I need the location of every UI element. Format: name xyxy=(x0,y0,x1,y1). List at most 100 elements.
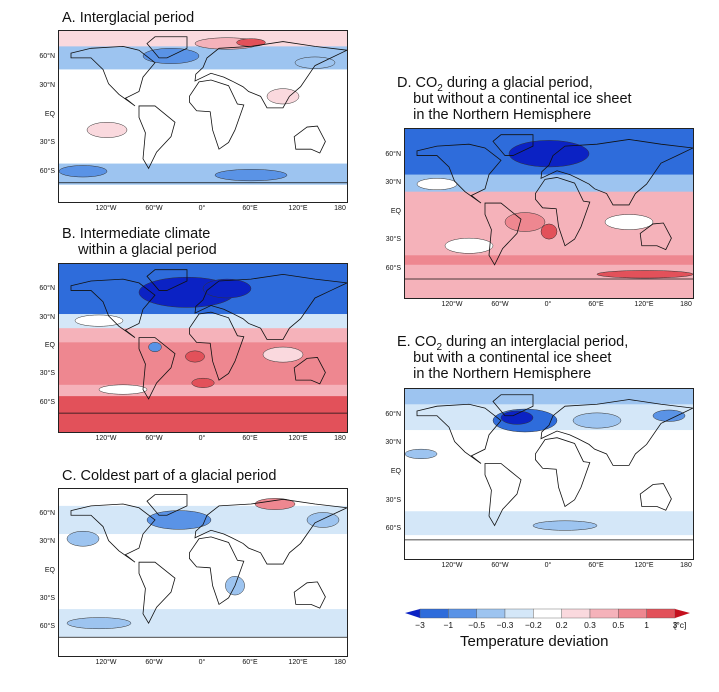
subscript: 2 xyxy=(436,341,443,353)
lat-label: 60°S xyxy=(39,398,55,406)
shading-region xyxy=(500,410,534,425)
coastline xyxy=(70,45,156,107)
panel-title: B. Intermediate climate within a glacial… xyxy=(62,226,217,258)
shading-region xyxy=(214,169,288,182)
title-line: E. CO2 during an interglacial period, xyxy=(397,334,628,353)
colorbar-tick-label: −0.5 xyxy=(468,620,486,630)
lon-label: 120°W xyxy=(95,659,117,666)
shading-region xyxy=(416,178,458,191)
coastline xyxy=(146,36,188,59)
lon-label: 180 xyxy=(334,659,346,666)
map-panel-B xyxy=(58,262,349,433)
lon-label: 120°E xyxy=(288,435,308,442)
shading-region xyxy=(294,56,336,69)
coastline xyxy=(70,278,156,338)
coastline xyxy=(540,399,695,466)
shading-region xyxy=(86,122,128,138)
lon-label: 0° xyxy=(544,562,552,569)
coastline xyxy=(492,134,534,156)
colorbar-segment xyxy=(476,608,506,619)
coastline xyxy=(293,581,326,609)
coastline xyxy=(194,498,349,565)
lat-label: 30°N xyxy=(39,81,55,89)
lon-label: 120°E xyxy=(288,205,308,212)
lat-label: EQ xyxy=(44,566,55,574)
shading-band xyxy=(59,163,347,186)
colorbar-segment xyxy=(561,608,591,619)
lat-label: 60°S xyxy=(39,168,55,176)
lat-label: 60°S xyxy=(39,622,55,630)
map-svg xyxy=(59,487,349,657)
shading-band xyxy=(405,430,693,512)
lat-label: 30°S xyxy=(39,594,55,602)
lon-label: 60°W xyxy=(491,301,509,308)
shading-region xyxy=(652,409,686,422)
colorbar-unit: [°c] xyxy=(674,620,687,630)
shading-region xyxy=(66,617,132,630)
coastline xyxy=(484,463,522,527)
title-text: C. Coldest part of a glacial period xyxy=(62,468,277,484)
title-line: in the Northern Hemisphere xyxy=(397,366,628,382)
colorbar-segment xyxy=(533,608,562,619)
shading-region xyxy=(572,412,622,429)
colorbar-segment xyxy=(448,608,477,619)
shading-band xyxy=(405,535,693,560)
shading-region xyxy=(262,346,304,363)
title-line: in the Northern Hemisphere xyxy=(397,107,632,123)
lat-label: 30°S xyxy=(385,236,401,244)
coastline xyxy=(138,337,176,400)
coastline xyxy=(534,177,591,247)
colorbar-segment xyxy=(646,608,676,619)
lon-label: 180 xyxy=(334,205,346,212)
lat-label: 30°N xyxy=(39,538,55,546)
lat-label: 60°N xyxy=(385,410,401,418)
coastline xyxy=(293,357,326,385)
lat-label: 60°N xyxy=(39,52,55,60)
lon-label: 0° xyxy=(198,205,206,212)
title-line: but with a continental ice sheet xyxy=(397,350,628,366)
lat-label: 30°S xyxy=(39,370,55,378)
coastline xyxy=(484,202,522,266)
coastline xyxy=(492,394,534,417)
map-svg xyxy=(404,387,695,560)
coastline xyxy=(293,125,326,154)
colorbar-svg xyxy=(405,608,690,619)
lon-label: 120°W xyxy=(95,205,117,212)
lat-label: 60°S xyxy=(385,264,401,272)
coastline xyxy=(416,143,502,204)
lon-label: 60°E xyxy=(588,301,604,308)
shading-region xyxy=(504,212,546,232)
coastline xyxy=(534,437,591,508)
colorbar-segment xyxy=(618,608,647,619)
lat-label: EQ xyxy=(44,342,55,350)
colorbar-segment xyxy=(504,608,534,619)
shading-band xyxy=(59,384,347,397)
lon-label: 60°W xyxy=(491,562,509,569)
title-line: D. CO2 during a glacial period, xyxy=(397,75,632,93)
lon-label: 120°W xyxy=(95,435,117,442)
coastline xyxy=(138,561,176,624)
lon-label: 0° xyxy=(198,659,206,666)
title-text: within a glacial period xyxy=(62,242,217,258)
lon-label: 180 xyxy=(680,301,692,308)
shading-region xyxy=(191,377,215,388)
colorbar-tick-label: −0.3 xyxy=(496,620,514,630)
colorbar-tick-label: 0.3 xyxy=(584,620,596,630)
lat-label: 30°N xyxy=(385,439,401,447)
map-svg xyxy=(58,29,349,203)
lon-label: 120°E xyxy=(288,659,308,666)
map-panel-C xyxy=(58,487,349,657)
coastline xyxy=(194,273,349,340)
shading-region xyxy=(98,384,148,395)
coastline xyxy=(188,536,245,606)
lon-label: 60°E xyxy=(588,562,604,569)
shading-region xyxy=(266,88,300,105)
shading-region xyxy=(404,448,438,459)
title-line: but without a continental ice sheet xyxy=(397,91,631,107)
map-svg xyxy=(405,127,695,299)
map-panel-E xyxy=(404,387,695,560)
shading-band xyxy=(59,69,347,165)
title-text: during a glacial period, xyxy=(442,75,593,91)
colorbar xyxy=(405,608,690,627)
title-text: in the Northern Hemisphere xyxy=(397,366,592,382)
